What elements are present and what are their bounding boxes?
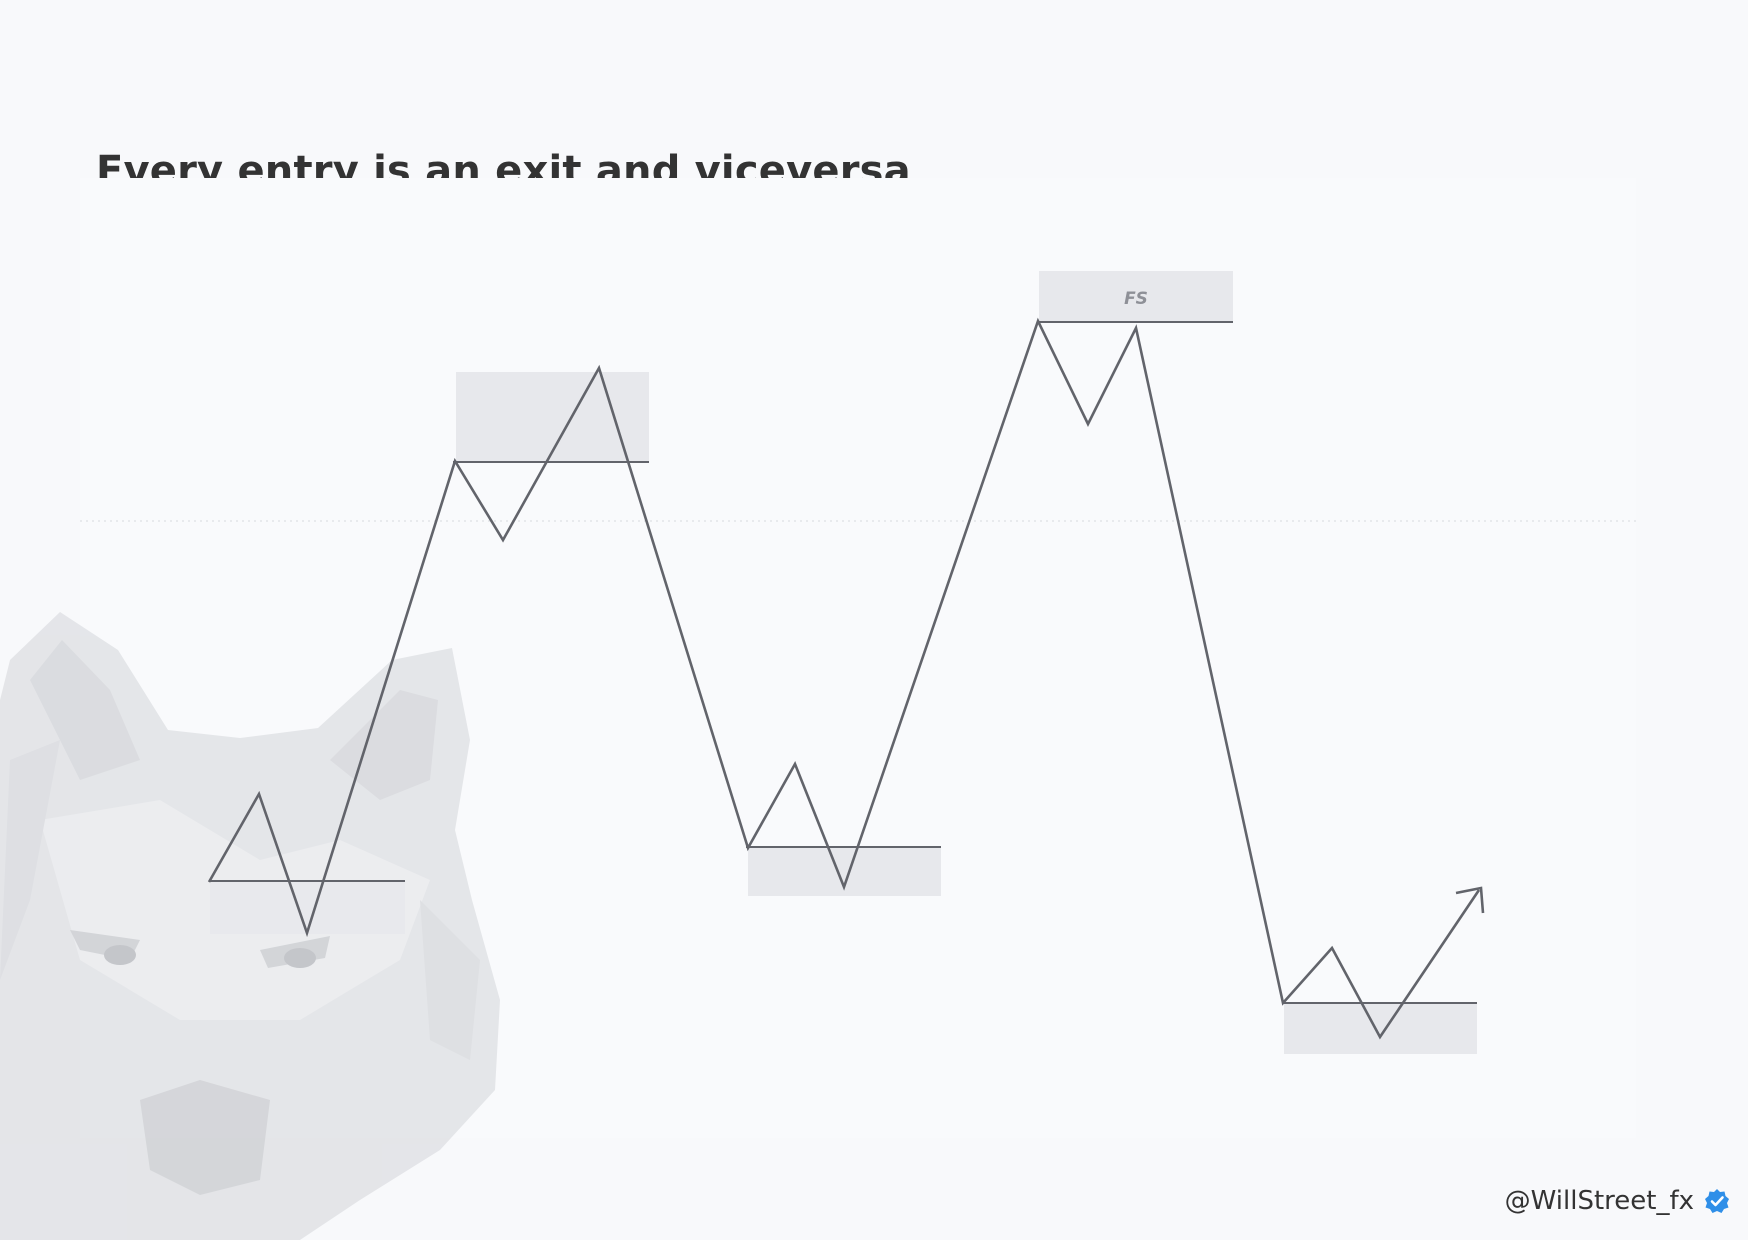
zone-fs: [1039, 271, 1233, 322]
zone-1: [210, 882, 405, 934]
author-credit: @WillStreet_fx: [1505, 1186, 1730, 1216]
author-handle: @WillStreet_fx: [1504, 1186, 1694, 1216]
price-path: [207, 317, 1481, 1040]
zone-label-fs: FS: [1124, 289, 1148, 309]
zone-5: [1284, 1003, 1477, 1054]
verified-check-icon: [1704, 1188, 1730, 1214]
zone-2: [456, 372, 649, 462]
arrow-head-icon: [1455, 886, 1485, 914]
